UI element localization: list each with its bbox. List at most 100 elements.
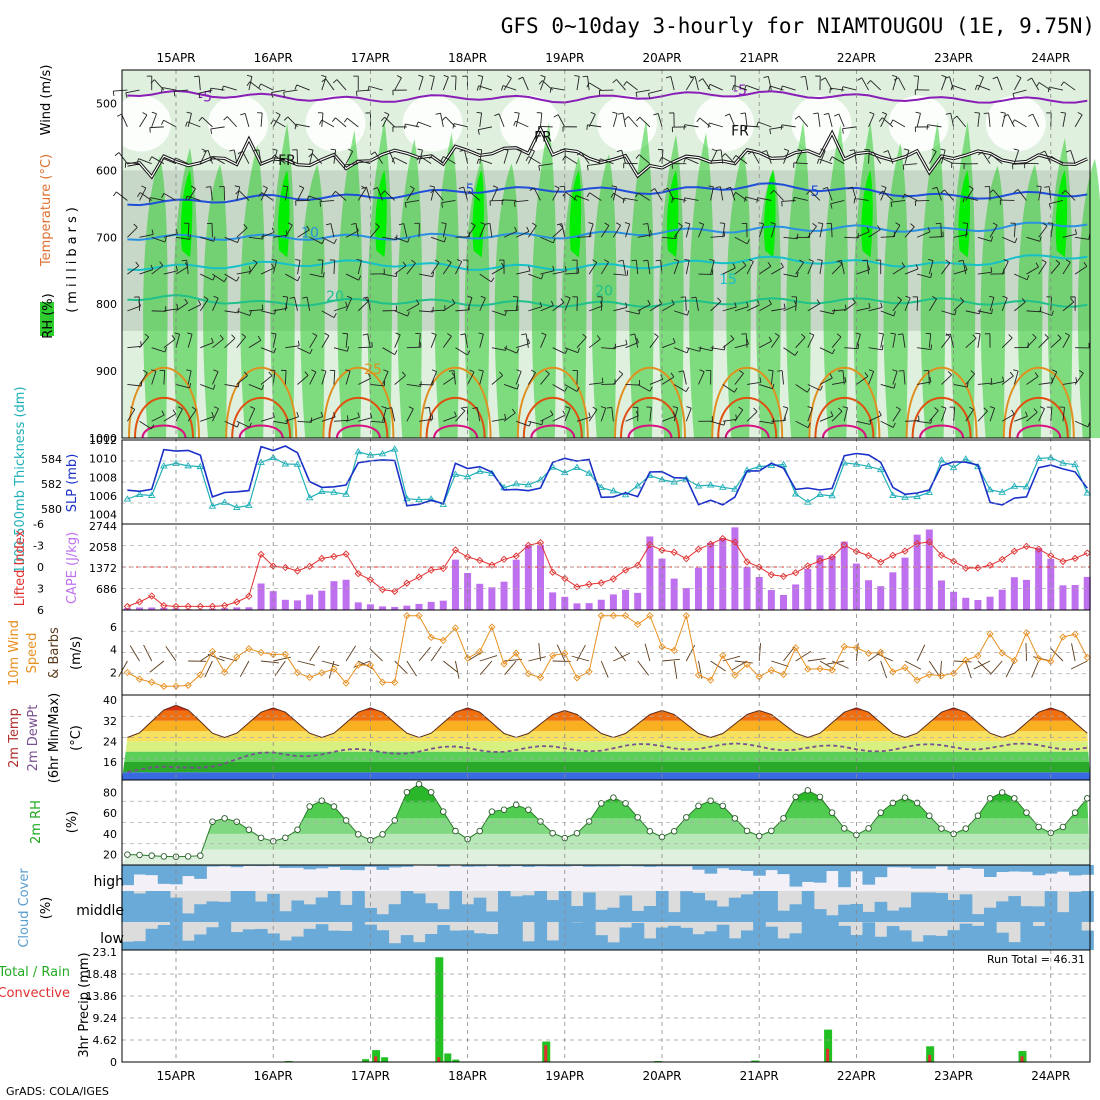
wind-barb-flag <box>988 295 995 298</box>
wind-barb <box>370 226 380 238</box>
wind-barb <box>443 302 456 312</box>
lifted-index-marker <box>439 564 447 573</box>
dry-patch <box>791 95 852 152</box>
cape-bar <box>913 534 921 610</box>
wind-barb <box>953 407 956 422</box>
wind-barb <box>403 223 408 238</box>
wind-barb <box>198 76 201 91</box>
saturated-core <box>861 170 873 258</box>
surface-wind-barb <box>953 660 972 663</box>
wind-barb-flag <box>832 348 836 354</box>
wind-barb-flag <box>271 263 275 269</box>
wind-barb-flag <box>941 74 947 78</box>
wind-barb-flag <box>930 344 932 350</box>
wind-barb <box>1049 86 1064 91</box>
thickness-marker <box>998 488 1006 495</box>
thickness-marker <box>949 463 958 471</box>
wind-barb <box>977 310 992 315</box>
wind-barb-flag <box>478 369 484 372</box>
wind-barb <box>795 150 803 164</box>
wind-barb <box>503 230 517 238</box>
wind-speed-marker <box>281 650 289 658</box>
rh-band <box>122 833 1090 850</box>
wind-barb-flag <box>698 222 704 225</box>
wind-barb <box>273 119 286 128</box>
date-label-bottom: 15APR <box>156 1069 195 1083</box>
cloud-bar <box>607 907 620 922</box>
wind-barb <box>654 188 663 201</box>
wind-barb <box>564 408 571 422</box>
wind-speed-marker <box>208 647 217 656</box>
wind-speed-marker <box>160 682 168 690</box>
cloud-bar <box>315 924 329 950</box>
wind-barb-flag <box>881 111 887 115</box>
thickness-marker <box>318 487 326 495</box>
wind-speed-marker <box>816 665 824 673</box>
cloud-bar <box>740 930 754 950</box>
rh-marker <box>306 803 313 810</box>
wind-barb-flag <box>212 275 216 281</box>
rh-marker <box>743 827 751 835</box>
cloud-bar <box>874 865 888 878</box>
wind-barb <box>260 112 263 127</box>
wind-barb <box>936 187 942 201</box>
wind-barb-flag <box>604 222 610 226</box>
wind-barb <box>783 236 798 240</box>
wind-barb-flag <box>944 76 950 79</box>
wind-barb-flag <box>528 266 531 272</box>
date-label-bottom: 19APR <box>545 1069 584 1083</box>
wind-barb-flag <box>783 303 786 309</box>
wind-barb <box>880 384 895 389</box>
wind-barb-flag <box>1013 189 1019 193</box>
wind-barb <box>745 333 748 348</box>
wind-panel-label-1: 10m Wind <box>7 620 22 686</box>
boundary-layer-isotherm <box>530 424 576 439</box>
surface-wind-barb <box>826 660 845 665</box>
wind-barb <box>576 336 587 348</box>
cloud-bar <box>242 891 256 922</box>
lifted-index-tick: 6 <box>37 604 44 617</box>
wind-barb-flag <box>1002 295 1008 299</box>
cloud-bar <box>267 893 280 922</box>
cloud-bar <box>169 865 183 885</box>
wind-barb-flag <box>890 332 896 335</box>
cloud-bar <box>364 907 377 922</box>
temperature-tick: 32 <box>103 715 117 728</box>
surface-wind-barb <box>571 655 590 662</box>
wind-barb <box>770 335 780 348</box>
wind-barb <box>648 89 663 94</box>
wind-barb-flag <box>148 197 151 203</box>
wind-barb-flag <box>945 112 951 115</box>
wind-barb <box>1074 114 1083 128</box>
surface-wind-barb <box>673 660 678 679</box>
wind-barb-flag <box>744 196 747 202</box>
wind-barb-flag <box>800 75 806 78</box>
wind-barb <box>533 187 541 201</box>
wind-barb-flag <box>175 228 178 234</box>
slp-tick: 1010 <box>89 453 117 466</box>
wind-barb <box>965 223 969 238</box>
temperature-band <box>122 772 1090 780</box>
wind-barb <box>163 270 178 275</box>
wind-barb <box>1001 375 1014 385</box>
wind-barb-flag <box>699 369 705 373</box>
wind-barb <box>258 149 262 164</box>
wind-barb <box>249 81 262 91</box>
wind-barb <box>540 236 554 244</box>
wind-barb-flag <box>868 369 874 372</box>
wind-barb <box>977 77 984 91</box>
wind-barb <box>224 384 239 388</box>
chart-title: GFS 0~10day 3-hourly for NIAMTOUGOU (1E,… <box>501 14 1095 38</box>
wind-barb <box>647 223 651 238</box>
precip-total-bar <box>362 1059 370 1062</box>
thickness-marker <box>196 462 205 470</box>
wind-barb-flag <box>477 75 483 77</box>
wind-barb-flag <box>881 344 884 350</box>
cloud-bar <box>680 891 693 922</box>
wind-barb-flag <box>430 189 435 194</box>
wind-barb <box>758 121 772 128</box>
wind-barb <box>284 224 293 238</box>
cloud-bar <box>704 900 718 922</box>
wind-barb-flag <box>878 190 883 196</box>
wind-barb-flag <box>271 92 274 98</box>
